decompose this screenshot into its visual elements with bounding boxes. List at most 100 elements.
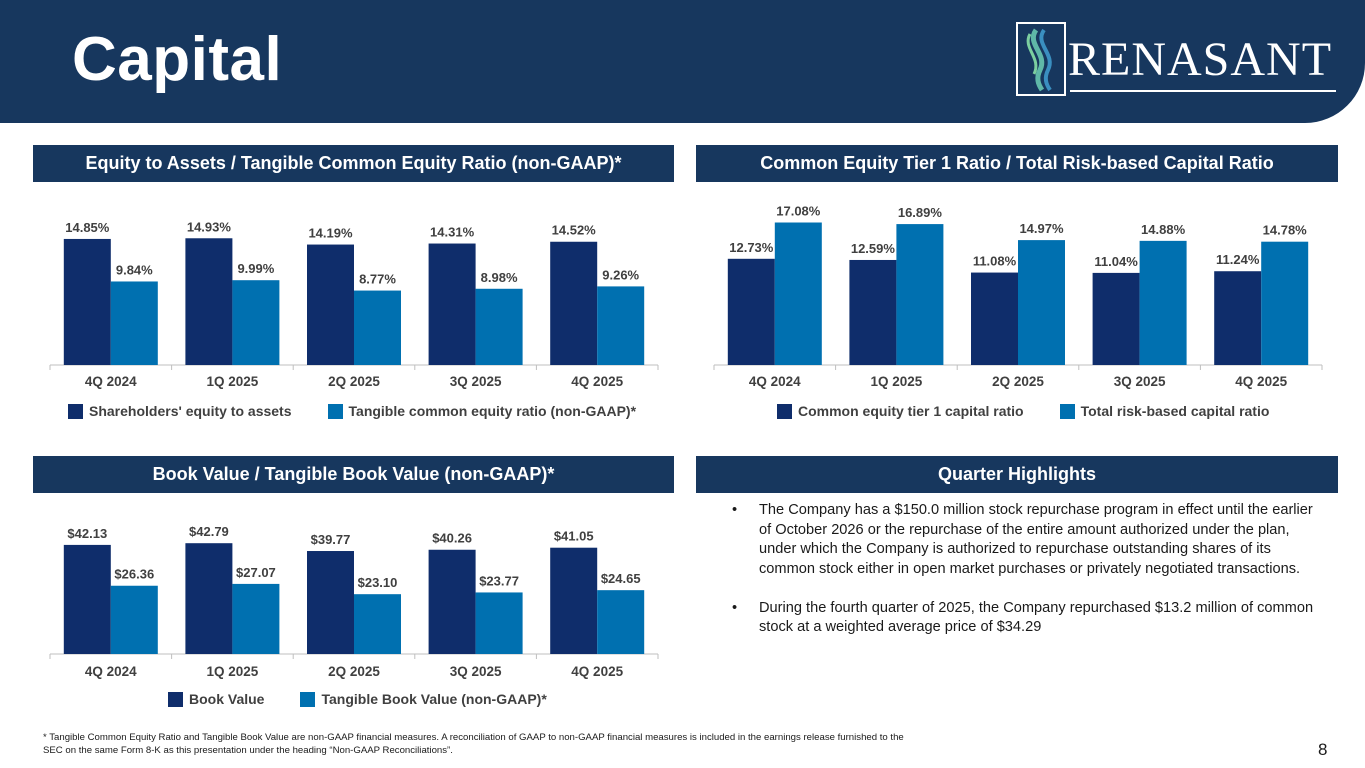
data-label: 9.84% xyxy=(116,262,153,277)
legend-item: Shareholders' equity to assets xyxy=(68,403,292,419)
legend-label: Book Value xyxy=(189,691,265,707)
x-tick-label: 1Q 2025 xyxy=(207,664,259,679)
data-label: $40.26 xyxy=(432,531,472,546)
bar-primary xyxy=(307,551,354,654)
bar-primary xyxy=(1214,271,1262,365)
section-title-equity-to-assets: Equity to Assets / Tangible Common Equit… xyxy=(33,145,674,182)
data-label: $42.79 xyxy=(189,524,229,539)
bar-primary xyxy=(63,544,111,654)
x-tick-label: 2Q 2025 xyxy=(328,374,380,389)
footnote: * Tangible Common Equity Ratio and Tangi… xyxy=(43,732,904,756)
data-label: $26.36 xyxy=(114,567,154,582)
data-label: 12.73% xyxy=(729,240,774,255)
bar-secondary xyxy=(232,280,280,365)
x-tick-label: 2Q 2025 xyxy=(992,374,1044,389)
legend-swatch xyxy=(1059,403,1075,419)
legend-item: Tangible Book Value (non-GAAP)* xyxy=(300,691,547,707)
bar-primary xyxy=(550,241,598,365)
bar-primary xyxy=(428,549,476,654)
data-label: $24.65 xyxy=(601,571,641,586)
page-number: 8 xyxy=(1318,740,1328,759)
bar-secondary xyxy=(232,583,280,654)
x-tick-label: 1Q 2025 xyxy=(871,374,923,389)
x-tick-label: 4Q 2025 xyxy=(571,374,623,389)
data-label: 11.24% xyxy=(1216,252,1260,267)
logo-wordmark: RENASANT xyxy=(1068,33,1333,86)
chart-equity-to-assets: 14.85% 9.84% 4Q 2024 14.93% 9.99% 1Q 2025 14.1… xyxy=(49,219,659,389)
data-label: 17.08% xyxy=(776,204,821,219)
bar-primary xyxy=(849,259,897,365)
data-label: 8.98% xyxy=(481,270,518,285)
bar-secondary xyxy=(110,585,158,654)
legend-cet1-total-risk: Common equity tier 1 capital ratio Total… xyxy=(777,401,1269,421)
data-label: 14.93% xyxy=(187,219,232,234)
legend-item: Total risk-based capital ratio xyxy=(1059,403,1270,419)
bar-primary xyxy=(971,272,1018,365)
section-title-cet1: Common Equity Tier 1 Ratio / Total Risk-… xyxy=(696,145,1338,182)
data-label: 8.77% xyxy=(359,272,396,287)
x-tick-label: 4Q 2024 xyxy=(85,374,137,389)
chart-book-value: $42.13 $26.36 4Q 2024 $42.79 $27.07 1Q 2025 $3… xyxy=(49,524,659,679)
data-label: $23.10 xyxy=(358,575,398,590)
bar-secondary xyxy=(110,281,158,365)
data-label: 14.78% xyxy=(1263,223,1308,238)
bar-primary xyxy=(185,238,233,365)
bar-primary xyxy=(1092,272,1140,365)
highlight-item: • During the fourth quarter of 2025, the… xyxy=(732,599,1322,638)
data-label: $39.77 xyxy=(311,532,351,547)
bar-primary xyxy=(307,244,354,365)
legend-label: Tangible Book Value (non-GAAP)* xyxy=(321,691,547,707)
bar-secondary xyxy=(1139,240,1187,365)
bar-secondary xyxy=(1261,241,1309,365)
data-label: 12.59% xyxy=(851,241,896,256)
bar-secondary xyxy=(354,594,401,654)
x-tick-label: 1Q 2025 xyxy=(207,374,259,389)
data-label: 14.88% xyxy=(1141,222,1186,237)
bar-secondary xyxy=(597,590,645,654)
legend-swatch xyxy=(777,403,792,419)
bar-secondary xyxy=(896,224,944,365)
bar-secondary xyxy=(475,288,523,365)
page-title: Capital xyxy=(72,25,283,94)
chart-cet1-total-risk: 12.73% 17.08% 4Q 2024 12.59% 16.89% 1Q 2025 11… xyxy=(713,204,1323,389)
x-tick-label: 2Q 2025 xyxy=(328,664,380,679)
legend-swatch xyxy=(327,403,343,419)
x-tick-label: 4Q 2025 xyxy=(1235,374,1287,389)
data-label: 14.19% xyxy=(308,226,353,241)
legend-equity-to-assets: Shareholders' equity to assets Tangible … xyxy=(68,401,636,421)
header-band xyxy=(0,0,1365,123)
legend-swatch xyxy=(168,691,183,707)
bar-primary xyxy=(550,547,598,654)
legend-label: Tangible common equity ratio (non-GAAP)* xyxy=(348,403,637,419)
bar-secondary xyxy=(354,290,401,365)
bar-secondary xyxy=(1018,240,1065,365)
data-label: $42.13 xyxy=(67,526,107,541)
highlight-text: During the fourth quarter of 2025, the C… xyxy=(759,599,1314,636)
data-label: $23.77 xyxy=(479,573,519,588)
bar-secondary xyxy=(597,286,645,365)
legend-label: Common equity tier 1 capital ratio xyxy=(798,403,1024,419)
legend-book-value: Book Value Tangible Book Value (non-GAAP… xyxy=(168,689,547,709)
renasant-logo: RENASANT xyxy=(1016,22,1338,96)
logo-emblem-icon xyxy=(1016,22,1066,96)
data-label: 11.08% xyxy=(973,254,1017,269)
legend-item: Tangible common equity ratio (non-GAAP)* xyxy=(327,403,637,419)
data-label: 11.04% xyxy=(1094,254,1138,269)
quarter-highlights-list: • The Company has a $150.0 million stock… xyxy=(732,501,1322,657)
data-label: 16.89% xyxy=(898,205,943,220)
bar-primary xyxy=(185,543,233,654)
legend-swatch xyxy=(68,403,83,419)
data-label: 14.52% xyxy=(552,223,597,238)
data-label: 9.26% xyxy=(602,267,639,282)
data-label: 14.85% xyxy=(65,220,110,235)
data-label: $41.05 xyxy=(554,529,594,544)
x-tick-label: 3Q 2025 xyxy=(1114,374,1166,389)
x-tick-label: 3Q 2025 xyxy=(450,664,502,679)
bar-primary xyxy=(727,258,775,365)
data-label: 14.97% xyxy=(1019,221,1064,236)
highlight-text: The Company has a $150.0 million stock r… xyxy=(759,502,1313,577)
data-label: 14.31% xyxy=(430,225,475,240)
legend-label: Total risk-based capital ratio xyxy=(1080,403,1270,419)
bullet-icon: • xyxy=(732,599,738,616)
legend-item: Book Value xyxy=(168,691,264,707)
